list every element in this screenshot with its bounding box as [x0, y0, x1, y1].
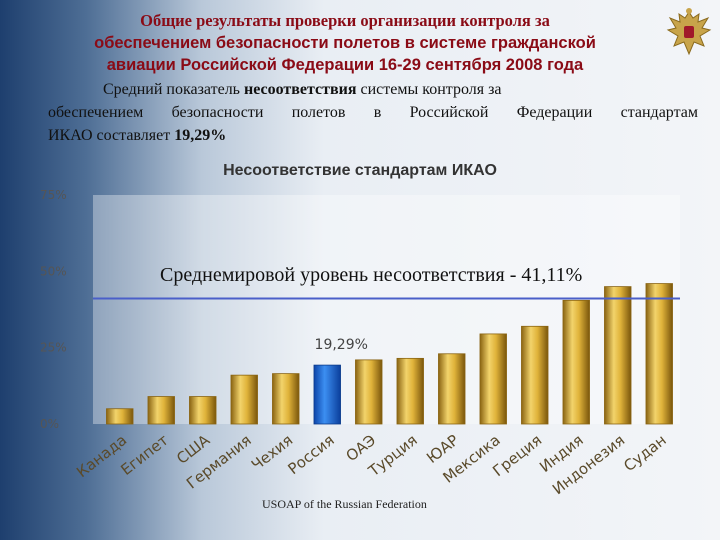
y-tick-label: 50% [40, 264, 67, 278]
bar [562, 299, 590, 425]
bar [189, 396, 217, 425]
bar [521, 325, 549, 425]
x-category-label: Судан [620, 431, 669, 475]
bar [313, 364, 341, 425]
summary-bold-word: несоответствия [243, 81, 357, 98]
summary-text-part: Средний показатель [103, 81, 244, 98]
summary-text: Средний показатель несоответствия систем… [48, 78, 698, 147]
summary-line-2: обеспечением безопасности полетов в Росс… [48, 104, 698, 121]
bar [479, 333, 507, 425]
summary-text-part: системы контроля за [356, 81, 502, 98]
summary-line-3: ИКАО составляет 19,29% [48, 124, 698, 147]
plot-area [93, 195, 680, 424]
x-category-label: Россия [284, 431, 337, 478]
x-category-label: Египет [117, 431, 172, 479]
bar [230, 374, 258, 425]
title-line-2: обеспечением безопасности полетов в сист… [94, 34, 596, 52]
title-line-3: авиации Российской Федерации 16-29 сентя… [106, 56, 584, 74]
summary-text-part: ИКАО составляет [48, 127, 175, 144]
source-note: USOAP of the Russian Federation [262, 497, 427, 511]
title-line-1: Общие результаты проверки организации ко… [140, 11, 550, 30]
y-tick-label: 75% [40, 188, 67, 202]
bar [147, 396, 175, 425]
bar [438, 353, 466, 425]
bar [272, 373, 300, 425]
chart-title: Несоответствие стандартам ИКАО [223, 162, 497, 179]
slide-title: Общие результаты проверки организации ко… [40, 10, 650, 76]
bar [355, 359, 383, 425]
data-label: 19,29% [315, 337, 368, 353]
bar [604, 286, 632, 425]
x-category-label: Канада [73, 431, 130, 481]
summary-value: 19,29% [174, 127, 227, 144]
summary-line-1: Средний показатель несоответствия систем… [48, 78, 698, 101]
bar [396, 357, 424, 425]
bar [645, 283, 673, 425]
bar [106, 408, 134, 425]
y-tick-label: 0% [40, 417, 59, 431]
y-tick-label: 25% [40, 341, 67, 355]
coat-of-arms-icon [666, 8, 712, 56]
average-label: Среднемировой уровень несоответствия - 4… [160, 264, 583, 286]
